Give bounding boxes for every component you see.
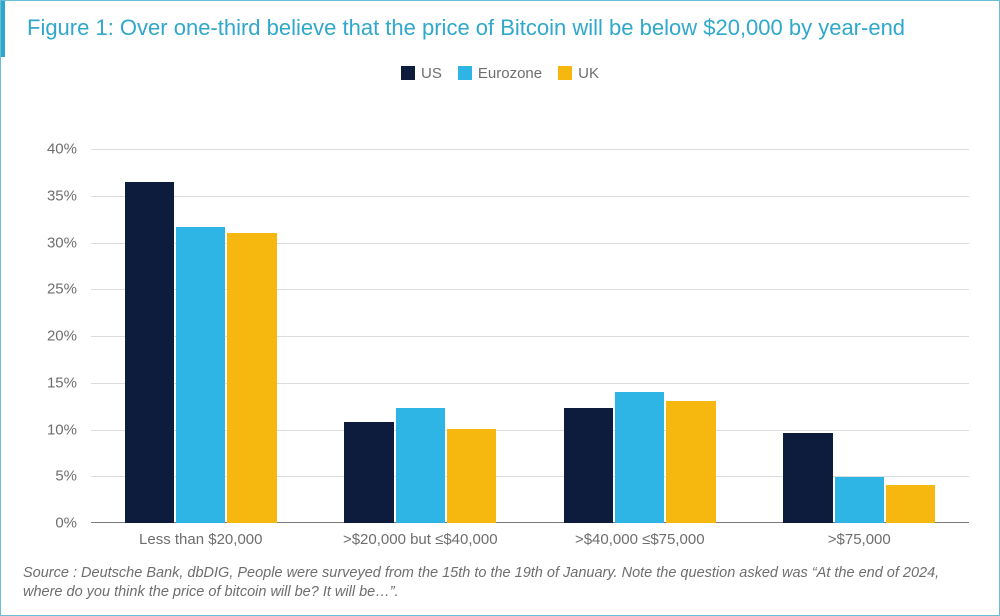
- legend: US Eurozone UK: [1, 65, 999, 85]
- y-tick-label: 25%: [31, 281, 77, 298]
- bar: [666, 401, 715, 523]
- bar: [344, 422, 393, 523]
- y-tick-label: 5%: [31, 468, 77, 485]
- bar: [615, 392, 664, 523]
- plot-area: 0%5%10%15%20%25%30%35%40% Less than $20,…: [31, 149, 969, 523]
- y-tick-label: 10%: [31, 421, 77, 438]
- y-tick-label: 30%: [31, 234, 77, 251]
- x-tick-label: Less than $20,000: [139, 531, 262, 548]
- bar: [176, 227, 225, 523]
- legend-item: US: [401, 65, 442, 82]
- x-tick-label: >$75,000: [828, 531, 891, 548]
- legend-item: UK: [558, 65, 599, 82]
- x-axis-labels: Less than $20,000 >$20,000 but ≤$40,000 >$…: [91, 523, 969, 553]
- y-tick-label: 20%: [31, 328, 77, 345]
- bar: [564, 408, 613, 523]
- legend-swatch: [401, 66, 415, 80]
- source-note: Source : Deutsche Bank, dbDIG, People we…: [23, 564, 977, 603]
- legend-swatch: [558, 66, 572, 80]
- bar: [447, 429, 496, 523]
- title-bar: Figure 1: Over one-third believe that th…: [1, 1, 999, 57]
- y-tick-label: 15%: [31, 374, 77, 391]
- figure-container: Figure 1: Over one-third believe that th…: [0, 0, 1000, 616]
- plot: [91, 149, 969, 523]
- grid-line: [91, 196, 969, 197]
- legend-item: Eurozone: [458, 65, 542, 82]
- bar: [227, 233, 276, 523]
- figure-title: Figure 1: Over one-third believe that th…: [27, 13, 977, 43]
- y-tick-label: 40%: [31, 141, 77, 158]
- bar: [886, 485, 935, 523]
- y-axis: 0%5%10%15%20%25%30%35%40%: [31, 149, 85, 523]
- legend-label: UK: [578, 65, 599, 82]
- legend-label: US: [421, 65, 442, 82]
- y-tick-label: 0%: [31, 515, 77, 532]
- legend-label: Eurozone: [478, 65, 542, 82]
- x-tick-label: >$20,000 but ≤$40,000: [343, 531, 498, 548]
- grid-line: [91, 149, 969, 150]
- y-tick-label: 35%: [31, 187, 77, 204]
- bar: [783, 433, 832, 523]
- bar: [835, 477, 884, 523]
- bar: [125, 182, 174, 523]
- x-tick-label: >$40,000 ≤$75,000: [575, 531, 705, 548]
- legend-swatch: [458, 66, 472, 80]
- bar: [396, 408, 445, 523]
